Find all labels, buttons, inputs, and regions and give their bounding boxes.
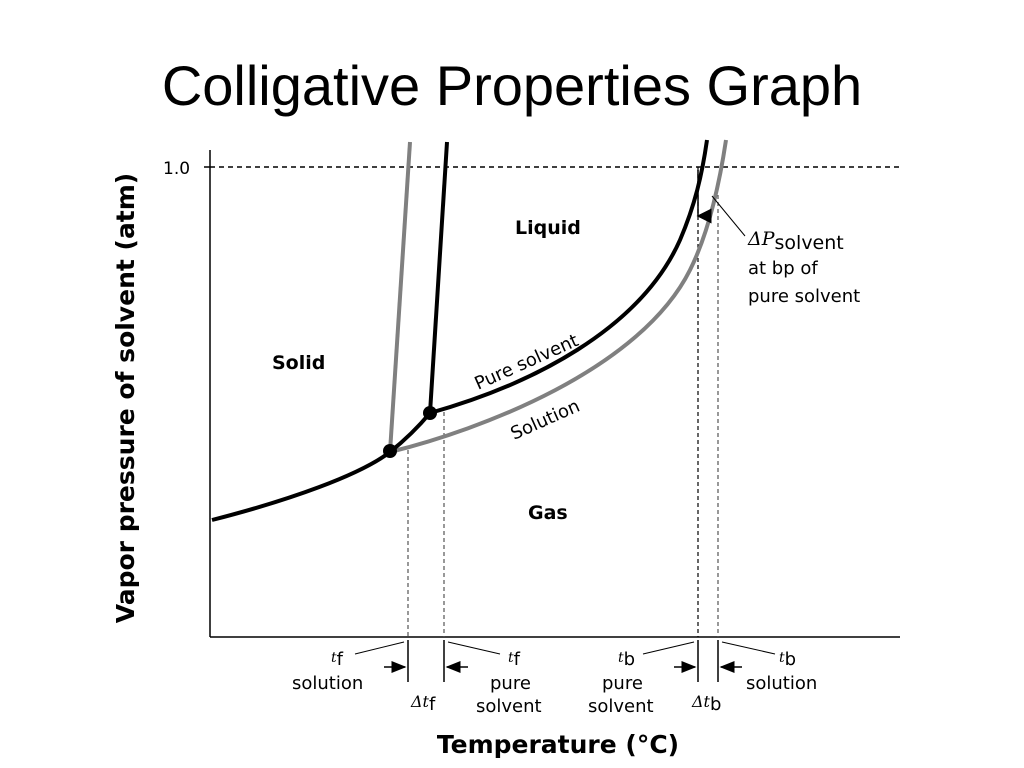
delta-tf-sym: Δt bbox=[410, 692, 430, 711]
sublimation-curve bbox=[211, 411, 432, 522]
tb-solution-sym: t bbox=[779, 650, 785, 666]
tb-pure-sym: t bbox=[618, 650, 624, 666]
tf-solution-sym: t bbox=[331, 650, 337, 666]
solution-fusion-curve bbox=[388, 141, 412, 453]
tf-solution-sub: f bbox=[337, 649, 344, 670]
triple-point-pure bbox=[423, 406, 437, 420]
tf-pure-leader bbox=[447, 641, 501, 655]
tb-solution-text: solution bbox=[746, 673, 817, 694]
pure-vapor-curve bbox=[429, 139, 709, 415]
tb-pure-line1: pure bbox=[602, 673, 643, 694]
delta-p-leader bbox=[711, 195, 746, 237]
tb-solution-symbol: tb bbox=[779, 649, 796, 670]
y-axis-title: Vapor pressure of solvent (atm) bbox=[111, 173, 140, 624]
region-gas: Gas bbox=[528, 502, 568, 524]
delta-p-label: ΔPsolvent bbox=[747, 228, 844, 254]
delta-p-symbol: ΔP bbox=[747, 228, 776, 250]
delta-p-sub: solvent bbox=[775, 232, 844, 254]
tf-solution-symbol: tf bbox=[331, 649, 344, 670]
region-liquid: Liquid bbox=[515, 217, 581, 239]
slide-title: Colligative Properties Graph bbox=[161, 54, 863, 117]
tf-solution-text: solution bbox=[292, 673, 363, 694]
delta-tb-sym: Δt bbox=[691, 692, 711, 711]
tb-pure-line2: solvent bbox=[588, 696, 654, 717]
y-tick-label: 1.0 bbox=[163, 159, 190, 179]
tf-solution-leader bbox=[354, 641, 405, 655]
pure-fusion-curve bbox=[428, 141, 449, 414]
tf-pure-sub: f bbox=[514, 649, 521, 670]
delta-p-line3: pure solvent bbox=[748, 286, 860, 307]
tb-pure-leader bbox=[642, 641, 695, 655]
delta-p-line2: at bp of bbox=[748, 258, 818, 279]
tf-pure-sym: t bbox=[508, 650, 514, 666]
x-axis-title: Temperature (°C) bbox=[437, 730, 679, 759]
tf-pure-line2: solvent bbox=[476, 696, 542, 717]
delta-tf-sub: f bbox=[429, 694, 436, 715]
tb-pure-sub: b bbox=[624, 649, 635, 670]
triple-point-solution bbox=[383, 444, 397, 458]
delta-tf-label: Δtf bbox=[410, 692, 436, 715]
solution-vapor-curve bbox=[389, 139, 728, 454]
tb-solution-leader bbox=[721, 641, 776, 655]
tb-solution-sub: b bbox=[785, 649, 796, 670]
tf-pure-line1: pure bbox=[490, 673, 531, 694]
series-label-solution: Solution bbox=[507, 396, 583, 445]
delta-tb-sub: b bbox=[710, 694, 721, 715]
region-solid: Solid bbox=[272, 352, 325, 374]
tb-pure-symbol: tb bbox=[618, 649, 635, 670]
delta-tb-label: Δtb bbox=[691, 692, 721, 715]
tf-pure-symbol: tf bbox=[508, 649, 521, 670]
